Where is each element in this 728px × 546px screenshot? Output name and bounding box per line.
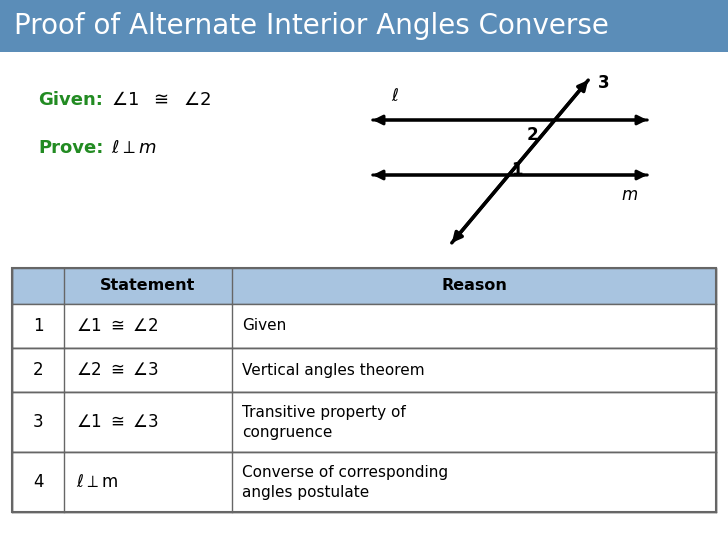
- Bar: [0, 0, 728, 52]
- Text: 2: 2: [527, 126, 539, 144]
- Text: $\angle$2 $\cong$ $\angle$3: $\angle$2 $\cong$ $\angle$3: [76, 361, 159, 379]
- Text: 3: 3: [33, 413, 43, 431]
- Text: Prove:: Prove:: [38, 139, 103, 157]
- Text: 3: 3: [598, 74, 609, 92]
- Text: $\ell$$\perp$m: $\ell$$\perp$m: [76, 473, 118, 491]
- Text: Converse of corresponding: Converse of corresponding: [242, 465, 448, 479]
- Text: $\ell\perp m$: $\ell\perp m$: [111, 139, 157, 157]
- Text: $\ell$: $\ell$: [391, 87, 399, 105]
- Text: Given: Given: [242, 318, 286, 334]
- Bar: [12, 452, 716, 512]
- Text: Proof of Alternate Interior Angles Converse: Proof of Alternate Interior Angles Conve…: [14, 12, 609, 40]
- Text: $\angle$1 $\cong$ $\angle$3: $\angle$1 $\cong$ $\angle$3: [76, 413, 159, 431]
- Text: Transitive property of: Transitive property of: [242, 405, 405, 419]
- Text: 4: 4: [33, 473, 43, 491]
- Text: Given:: Given:: [38, 91, 103, 109]
- Text: angles postulate: angles postulate: [242, 484, 369, 500]
- Text: Vertical angles theorem: Vertical angles theorem: [242, 363, 424, 377]
- Bar: [12, 268, 716, 304]
- Text: Reason: Reason: [441, 278, 507, 294]
- Text: Statement: Statement: [100, 278, 196, 294]
- Bar: [12, 348, 716, 392]
- Text: $m$: $m$: [622, 186, 638, 204]
- Bar: [12, 304, 716, 348]
- Text: 2: 2: [33, 361, 43, 379]
- Text: $\angle$1  $\cong$  $\angle$2: $\angle$1 $\cong$ $\angle$2: [111, 91, 211, 109]
- Text: 1: 1: [511, 161, 523, 179]
- Text: $\angle$1 $\cong$ $\angle$2: $\angle$1 $\cong$ $\angle$2: [76, 317, 159, 335]
- Text: congruence: congruence: [242, 424, 333, 440]
- Text: 1: 1: [33, 317, 43, 335]
- Bar: [12, 268, 716, 512]
- Bar: [12, 392, 716, 452]
